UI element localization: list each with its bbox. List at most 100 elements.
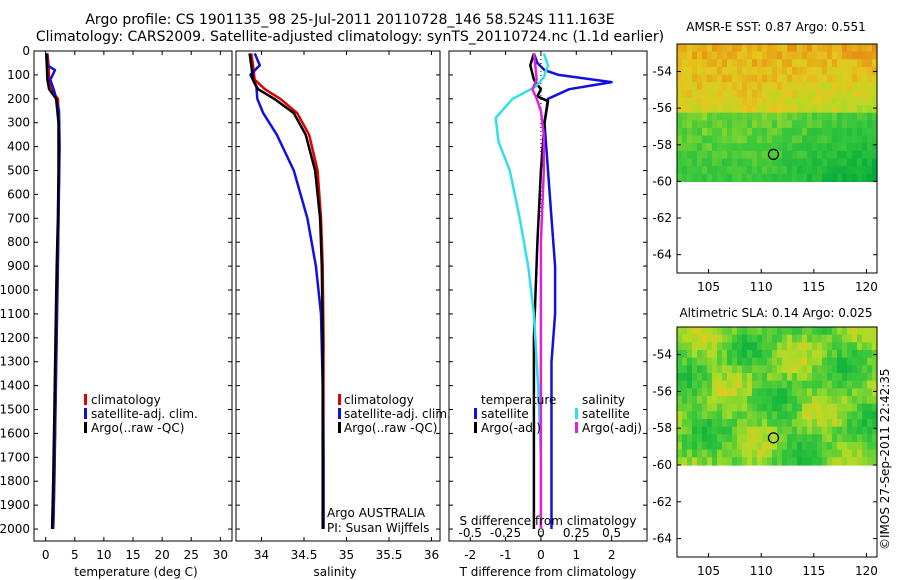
sla-map-cell bbox=[697, 357, 703, 366]
sst-map-cell bbox=[707, 166, 713, 175]
sst-map-cell bbox=[842, 105, 848, 114]
sla-map-cell bbox=[842, 426, 848, 435]
sla-map-cell bbox=[727, 342, 733, 351]
sla-map-cell bbox=[757, 457, 763, 466]
sla-map-cell bbox=[687, 334, 693, 343]
sst-map-cell bbox=[772, 127, 778, 137]
sla-map-cell bbox=[827, 419, 833, 428]
sst-map-cell bbox=[747, 51, 753, 60]
sst-map-cell bbox=[752, 120, 758, 129]
sst-map-cell bbox=[832, 89, 838, 99]
sla-map-cell bbox=[867, 380, 873, 389]
sst-map-cell bbox=[687, 89, 693, 99]
sst-map-cell bbox=[702, 89, 708, 99]
sst-map-cell bbox=[872, 112, 878, 121]
sst-map-cell bbox=[732, 158, 738, 167]
sla-map-cell bbox=[857, 457, 863, 466]
sst-map-cell bbox=[862, 112, 868, 121]
sla-map-cell bbox=[702, 403, 708, 412]
sst-map-cell bbox=[787, 158, 793, 167]
sst-map-cell bbox=[752, 150, 758, 160]
sst-map-cell bbox=[682, 59, 688, 68]
sst-map-cell bbox=[677, 97, 683, 106]
sst-map-cell bbox=[867, 97, 873, 106]
sla-map-cell bbox=[797, 411, 803, 420]
sst-map-cell bbox=[777, 89, 783, 99]
sst-map-lat-label: -60 bbox=[652, 174, 672, 188]
sst-map-cell bbox=[722, 89, 728, 99]
sla-map-cell bbox=[792, 327, 798, 336]
sla-map-cell bbox=[692, 350, 698, 359]
difference-plot-frame bbox=[448, 50, 648, 542]
sst-map-cell bbox=[872, 158, 878, 167]
sst-map-cell bbox=[702, 105, 708, 114]
sst-map-cell bbox=[682, 82, 688, 91]
sst-map-cell bbox=[832, 166, 838, 175]
sst-map-cell bbox=[782, 97, 788, 106]
sst-map-cell bbox=[867, 51, 873, 60]
sst-map-cell bbox=[807, 51, 813, 60]
sst-map-cell bbox=[802, 166, 808, 175]
sla-map-cell bbox=[737, 426, 743, 435]
sla-map-cell bbox=[762, 419, 768, 428]
sst-map-cell bbox=[817, 158, 823, 167]
sla-map-cell bbox=[727, 419, 733, 428]
sla-map-cell bbox=[762, 327, 768, 336]
sst-map-cell bbox=[762, 66, 768, 76]
sla-map-cell bbox=[707, 350, 713, 359]
sst-map-cell bbox=[682, 89, 688, 99]
temperature-axis-label: temperature (deg C) bbox=[74, 565, 197, 579]
sla-map-cell bbox=[867, 426, 873, 435]
sla-map-cell bbox=[692, 457, 698, 466]
salinity-xtick-label: 35 bbox=[339, 548, 354, 562]
sla-map-cell bbox=[732, 380, 738, 389]
sla-map-cell bbox=[757, 411, 763, 420]
sst-map-cell bbox=[677, 112, 683, 121]
legend-swatch-argo bbox=[338, 422, 341, 433]
sla-map-cell bbox=[852, 457, 858, 466]
difference-xtick-label: -2 bbox=[464, 548, 476, 562]
sla-map-cell bbox=[757, 426, 763, 435]
sla-map-cell bbox=[742, 357, 748, 366]
sst-map-cell bbox=[832, 97, 838, 106]
sla-map-cell bbox=[697, 449, 703, 458]
sla-map-cell bbox=[787, 327, 793, 336]
sst-map-cell bbox=[802, 89, 808, 99]
sst-map-cell bbox=[832, 158, 838, 167]
sst-map-cell bbox=[842, 120, 848, 129]
sst-map-cell bbox=[707, 127, 713, 137]
sst-map-cell bbox=[822, 112, 828, 121]
sst-map-cell bbox=[762, 135, 768, 144]
sla-map-cell bbox=[797, 396, 803, 405]
sla-map-cell bbox=[842, 449, 848, 458]
sst-map-cell bbox=[827, 97, 833, 106]
sst-map-cell bbox=[742, 166, 748, 175]
sla-map-cell bbox=[857, 327, 863, 336]
sst-map-cell bbox=[777, 59, 783, 68]
sla-map-cell bbox=[757, 327, 763, 336]
sla-map-cell bbox=[722, 411, 728, 420]
legend-swatch-temp-argo bbox=[474, 422, 477, 433]
sst-map-cell bbox=[712, 166, 718, 175]
sla-map-cell bbox=[792, 434, 798, 443]
sst-map-cell bbox=[697, 51, 703, 60]
sst-map-cell bbox=[757, 59, 763, 68]
sst-map-cell bbox=[702, 66, 708, 76]
sla-map-cell bbox=[807, 342, 813, 351]
sla-map-cell bbox=[817, 373, 823, 382]
sla-map-cell bbox=[872, 334, 878, 343]
sst-map-cell bbox=[787, 74, 793, 83]
sla-map-cell bbox=[817, 342, 823, 351]
sla-map-cell bbox=[707, 396, 713, 405]
difference-xtick-label: 1 bbox=[572, 548, 580, 562]
sst-map-cell bbox=[812, 89, 818, 99]
sst-map-cell bbox=[812, 44, 818, 53]
sla-map-cell bbox=[767, 380, 773, 389]
sst-map-cell bbox=[822, 74, 828, 83]
sla-map-cell bbox=[687, 373, 693, 382]
legend-label-argo: Argo(..raw -QC) bbox=[91, 421, 184, 435]
sst-map-cell bbox=[727, 143, 733, 152]
sla-map-cell bbox=[842, 373, 848, 382]
sla-map-cell bbox=[872, 449, 878, 458]
sst-map-cell bbox=[692, 74, 698, 83]
